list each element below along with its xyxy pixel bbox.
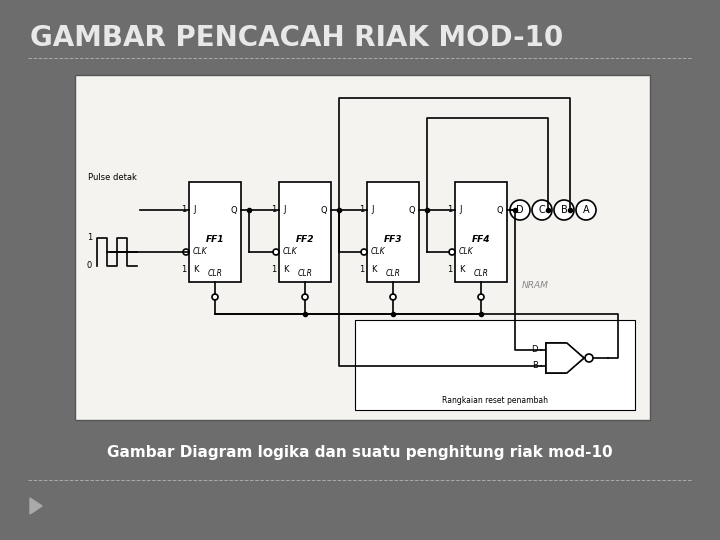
Text: CLK: CLK (371, 247, 386, 256)
Text: A: A (582, 205, 589, 215)
Circle shape (390, 294, 396, 300)
Text: CLK: CLK (283, 247, 297, 256)
Circle shape (576, 200, 596, 220)
Circle shape (302, 294, 308, 300)
Text: CLR: CLR (297, 269, 312, 279)
Circle shape (585, 354, 593, 362)
Text: Q: Q (230, 206, 237, 214)
Text: FF4: FF4 (472, 235, 490, 245)
Circle shape (532, 200, 552, 220)
Circle shape (449, 249, 455, 255)
Bar (355, 320, 635, 410)
Bar (75, 75, 650, 420)
Text: 1: 1 (446, 266, 452, 274)
Text: 1: 1 (181, 266, 186, 274)
Circle shape (554, 200, 574, 220)
Circle shape (361, 249, 367, 255)
Text: B: B (532, 361, 538, 370)
Text: K: K (371, 266, 377, 274)
Circle shape (183, 249, 189, 255)
Text: K: K (193, 266, 199, 274)
Text: CLK: CLK (193, 247, 207, 256)
Text: CLR: CLR (474, 269, 488, 279)
Text: J: J (283, 206, 286, 214)
Circle shape (510, 200, 530, 220)
Text: 1: 1 (359, 266, 364, 274)
PathPatch shape (546, 343, 584, 373)
Text: 1: 1 (271, 206, 276, 214)
Text: FF1: FF1 (206, 235, 224, 245)
Circle shape (212, 294, 218, 300)
Text: 1: 1 (181, 206, 186, 214)
Text: FF2: FF2 (296, 235, 314, 245)
Text: GAMBAR PENCACAH RIAK MOD-10: GAMBAR PENCACAH RIAK MOD-10 (30, 24, 563, 52)
Text: NRAM: NRAM (521, 280, 549, 289)
Text: 0: 0 (86, 261, 92, 271)
Text: 1: 1 (446, 206, 452, 214)
Text: 1: 1 (86, 233, 92, 242)
Text: Pulse detak: Pulse detak (88, 172, 136, 181)
Text: Rangkaian reset penambah: Rangkaian reset penambah (442, 396, 548, 405)
Bar (367, 182, 419, 282)
Polygon shape (30, 498, 42, 514)
Text: B: B (561, 205, 567, 215)
Text: CLR: CLR (207, 269, 222, 279)
Text: J: J (459, 206, 462, 214)
Circle shape (273, 249, 279, 255)
Text: C: C (539, 205, 545, 215)
Text: K: K (459, 266, 464, 274)
Text: Gambar Diagram logika dan suatu penghitung riak mod-10: Gambar Diagram logika dan suatu penghitu… (107, 445, 613, 460)
Text: CLK: CLK (459, 247, 474, 256)
Text: D: D (516, 205, 524, 215)
Circle shape (478, 294, 484, 300)
Text: Q: Q (320, 206, 327, 214)
Text: J: J (371, 206, 374, 214)
Text: Q: Q (496, 206, 503, 214)
Bar (455, 182, 507, 282)
PathPatch shape (546, 343, 584, 373)
Bar (189, 182, 241, 282)
Text: Q: Q (408, 206, 415, 214)
Text: CLR: CLR (386, 269, 400, 279)
Text: 1: 1 (271, 266, 276, 274)
Bar (279, 182, 331, 282)
Text: 1: 1 (359, 206, 364, 214)
Text: FF3: FF3 (384, 235, 402, 245)
Text: D: D (531, 346, 538, 354)
Text: J: J (193, 206, 196, 214)
Text: K: K (283, 266, 289, 274)
